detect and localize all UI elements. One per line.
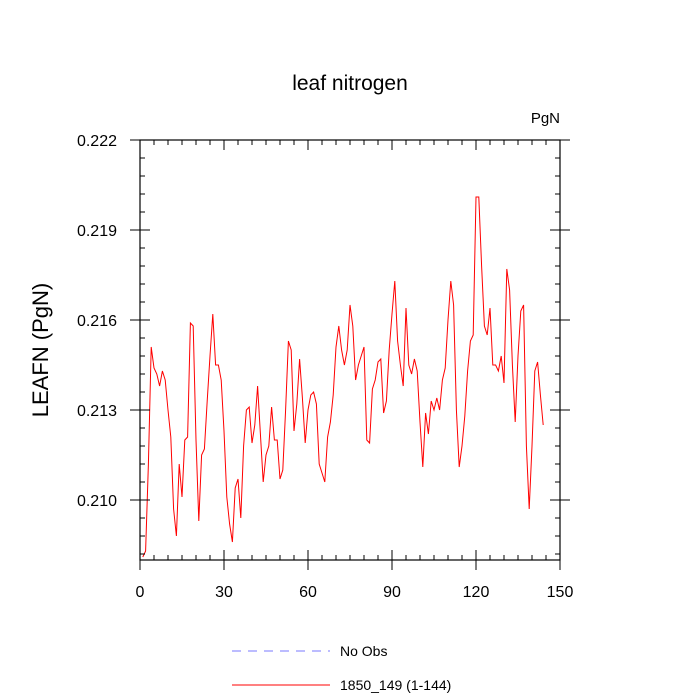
x-tick-label: 0 (136, 584, 145, 601)
units-label: PgN (531, 110, 560, 127)
y-tick-label: 0.219 (77, 223, 117, 240)
plot-frame (139, 139, 561, 561)
legend: No Obs 1850_149 (1-144) (232, 643, 451, 693)
x-tick-label: 150 (547, 584, 574, 601)
axes: 0 30 60 90 120 150 0.210 0.213 0.216 0.219 0.222 (77, 133, 573, 601)
chart-title: leaf nitrogen (292, 72, 408, 95)
y-tick-label: 0.213 (77, 403, 117, 420)
y-tick-label: 0.222 (77, 133, 117, 150)
legend-label-0: No Obs (340, 643, 387, 659)
x-tick-label: 90 (383, 584, 401, 601)
x-tick-label: 120 (463, 584, 490, 601)
plot-area (142, 196, 544, 558)
y-axis-label: LEAFN (PgN) (28, 283, 53, 417)
y-tick-label: 0.216 (77, 313, 117, 330)
y-tick-label: 0.210 (77, 493, 117, 510)
x-tick-label: 30 (215, 584, 233, 601)
series-line-0 (142, 196, 544, 558)
legend-label-1: 1850_149 (1-144) (340, 677, 451, 693)
x-tick-label: 60 (299, 584, 317, 601)
